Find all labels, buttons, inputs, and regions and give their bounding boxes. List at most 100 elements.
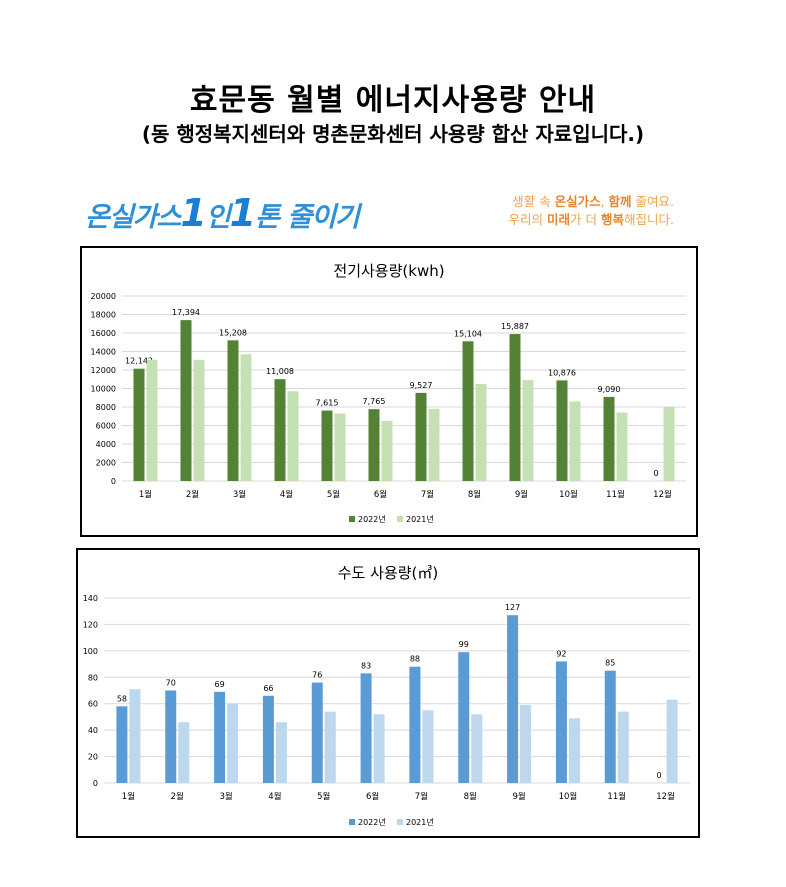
bar-2022 <box>507 615 519 783</box>
bar-2022 <box>133 368 145 481</box>
data-label: 7,765 <box>363 397 386 406</box>
bar-2021 <box>471 714 483 783</box>
x-tick-label: 7월 <box>415 791 428 802</box>
y-tick-label: 140 <box>83 594 98 603</box>
y-tick-label: 60 <box>88 700 98 709</box>
x-tick-label: 10월 <box>559 489 578 500</box>
bar-2021 <box>569 401 581 481</box>
bar-2022 <box>604 670 616 783</box>
x-tick-label: 1월 <box>139 489 152 500</box>
bar-2021 <box>663 407 675 481</box>
x-tick-label: 4월 <box>268 791 281 802</box>
x-tick-label: 3월 <box>219 791 232 802</box>
tagline-emphasis: 함께 <box>608 194 632 209</box>
bar-2022 <box>603 396 615 481</box>
y-tick-label: 12000 <box>91 366 116 375</box>
slogan-part3: 톤 줄이기 <box>255 202 360 233</box>
y-tick-label: 10000 <box>91 385 116 394</box>
slogan-num2: 1 <box>229 191 256 235</box>
data-label: 15,208 <box>219 328 247 337</box>
bar-2021 <box>666 699 678 783</box>
x-tick-label: 9월 <box>515 489 528 500</box>
y-tick-label: 16000 <box>91 329 116 338</box>
legend-label-2021: 2021년 <box>406 514 434 524</box>
x-tick-label: 4월 <box>280 489 293 500</box>
data-label: 15,887 <box>501 322 529 331</box>
y-tick-label: 20 <box>88 753 98 762</box>
x-tick-label: 5월 <box>327 489 340 500</box>
tagline-emphasis: 행복 <box>601 212 625 227</box>
chart-title: 수도 사용량(㎥) <box>337 564 439 582</box>
data-label: 9,527 <box>410 381 433 390</box>
bar-2021 <box>422 710 434 783</box>
bar-2022 <box>360 673 372 783</box>
bar-2021 <box>520 705 532 783</box>
tagline-text: 해집니다. <box>624 212 674 227</box>
bar-2022 <box>227 340 239 481</box>
bar-2021 <box>616 412 628 481</box>
bar-2021 <box>568 718 580 783</box>
bar-2021 <box>240 354 252 481</box>
y-tick-label: 4000 <box>96 440 116 449</box>
y-tick-label: 18000 <box>91 311 116 320</box>
x-tick-label: 2월 <box>186 489 199 500</box>
bar-2022 <box>274 379 286 481</box>
y-tick-label: 20000 <box>91 292 116 301</box>
data-label: 7,615 <box>316 399 339 408</box>
data-label: 10,876 <box>548 368 576 377</box>
y-tick-label: 40 <box>88 726 98 735</box>
data-label: 15,104 <box>454 329 482 338</box>
x-tick-label: 10월 <box>559 791 578 802</box>
data-label: 0 <box>657 771 662 780</box>
tagline-emphasis: 미래 <box>547 212 571 227</box>
bar-2021 <box>475 383 487 481</box>
y-tick-label: 6000 <box>96 422 116 431</box>
bar-2022 <box>458 652 470 783</box>
data-label: 66 <box>263 684 273 693</box>
y-tick-label: 2000 <box>96 459 116 468</box>
y-tick-label: 8000 <box>96 403 116 412</box>
y-tick-label: 14000 <box>91 348 116 357</box>
x-tick-label: 6월 <box>366 791 379 802</box>
bar-2022 <box>311 682 323 783</box>
data-label: 99 <box>459 640 469 649</box>
bar-2022 <box>116 706 128 783</box>
bar-2022 <box>368 409 380 481</box>
data-label: 69 <box>214 680 224 689</box>
data-label: 11,008 <box>266 367 294 376</box>
bar-2021 <box>522 380 534 481</box>
legend-swatch-2022 <box>349 819 355 825</box>
bar-2021 <box>287 391 299 481</box>
slogan-part2: 인 <box>205 202 231 233</box>
bar-2022 <box>262 695 274 783</box>
legend-swatch-2021 <box>397 516 403 522</box>
bar-2021 <box>193 359 205 481</box>
bar-2022 <box>321 410 333 481</box>
bar-2022 <box>555 661 567 783</box>
x-tick-label: 12월 <box>656 791 675 802</box>
electricity-chart-svg: 0 2000 4000 6000 8000 10000 12000 14000 16000 180… <box>91 292 686 524</box>
x-tick-label: 2월 <box>171 791 184 802</box>
tagline: 생활 속 온실가스, 함께 줄여요. 우리의 미래가 더 행복해집니다. <box>509 193 674 229</box>
data-label: 17,394 <box>172 308 200 317</box>
tagline-text: 줄여요. <box>631 194 674 209</box>
page-subtitle: (동 행정복지센터와 명촌문화센터 사용량 합산 자료입니다.) <box>141 122 645 146</box>
x-tick-label: 3월 <box>233 489 246 500</box>
data-label: 12,142 <box>125 357 153 366</box>
data-label: 0 <box>653 469 658 478</box>
data-label: 9,090 <box>598 385 621 394</box>
x-tick-label: 8월 <box>464 791 477 802</box>
bar-2021 <box>373 714 385 783</box>
bar-2021 <box>428 408 440 481</box>
bar-2021 <box>227 703 239 783</box>
legend-swatch-2021 <box>397 819 403 825</box>
bar-2021 <box>146 359 158 481</box>
x-tick-label: 5월 <box>317 791 330 802</box>
y-tick-label: 100 <box>83 647 98 656</box>
x-tick-label: 6월 <box>374 489 387 500</box>
bar-2022 <box>165 690 177 783</box>
bar-2021 <box>617 711 629 783</box>
electricity-chart: 전기사용량(kwh) 0 2000 4000 6000 8000 10000 12000 14… <box>80 246 698 537</box>
legend-label-2022: 2022년 <box>358 514 386 524</box>
x-tick-label: 8월 <box>468 489 481 500</box>
